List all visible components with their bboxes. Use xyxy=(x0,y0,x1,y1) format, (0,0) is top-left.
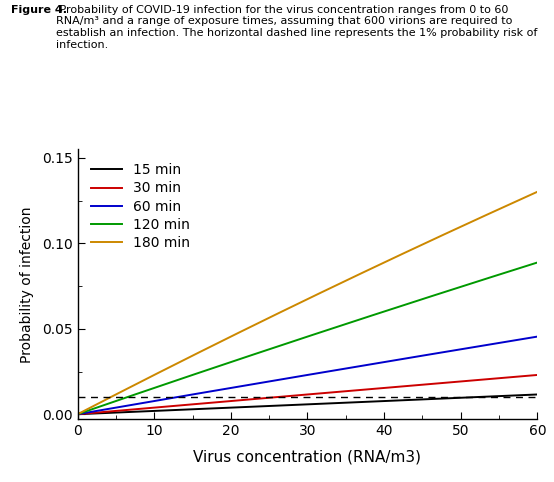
30 min xyxy=(534,372,541,378)
180 min xyxy=(298,299,305,305)
30 min xyxy=(74,411,81,417)
180 min xyxy=(521,195,527,201)
15 min xyxy=(437,396,443,402)
60 min xyxy=(286,375,293,381)
180 min xyxy=(437,234,443,240)
120 min xyxy=(98,403,104,409)
60 min xyxy=(74,411,81,417)
Line: 60 min: 60 min xyxy=(78,336,537,414)
120 min xyxy=(521,264,527,269)
30 min xyxy=(286,393,293,399)
Y-axis label: Probability of infection: Probability of infection xyxy=(19,206,34,362)
30 min xyxy=(298,392,305,398)
120 min xyxy=(437,291,443,296)
120 min xyxy=(298,336,305,342)
30 min xyxy=(98,409,104,415)
60 min xyxy=(521,336,527,342)
15 min xyxy=(298,402,305,407)
120 min xyxy=(74,411,81,417)
Line: 180 min: 180 min xyxy=(78,192,537,414)
120 min xyxy=(286,340,293,346)
180 min xyxy=(521,195,527,201)
15 min xyxy=(74,411,81,417)
Line: 30 min: 30 min xyxy=(78,375,537,414)
60 min xyxy=(521,336,527,342)
15 min xyxy=(286,402,293,408)
120 min xyxy=(521,264,527,269)
60 min xyxy=(98,407,104,413)
120 min xyxy=(534,260,541,266)
180 min xyxy=(286,305,293,311)
180 min xyxy=(534,189,541,195)
30 min xyxy=(521,373,527,379)
Line: 120 min: 120 min xyxy=(78,263,537,414)
Text: Figure 4.: Figure 4. xyxy=(11,5,67,15)
15 min xyxy=(98,410,104,416)
X-axis label: Virus concentration (RNA/m3): Virus concentration (RNA/m3) xyxy=(193,449,422,464)
60 min xyxy=(298,373,305,379)
180 min xyxy=(74,411,81,417)
60 min xyxy=(437,350,443,356)
180 min xyxy=(98,399,104,405)
Line: 15 min: 15 min xyxy=(78,394,537,414)
Legend: 15 min, 30 min, 60 min, 120 min, 180 min: 15 min, 30 min, 60 min, 120 min, 180 min xyxy=(85,156,197,257)
15 min xyxy=(534,391,541,397)
15 min xyxy=(521,392,527,398)
60 min xyxy=(534,334,541,339)
30 min xyxy=(521,373,527,379)
Text: Probability of COVID-19 infection for the virus concentration ranges from 0 to 6: Probability of COVID-19 infection for th… xyxy=(57,5,538,50)
15 min xyxy=(521,392,527,398)
30 min xyxy=(437,380,443,386)
